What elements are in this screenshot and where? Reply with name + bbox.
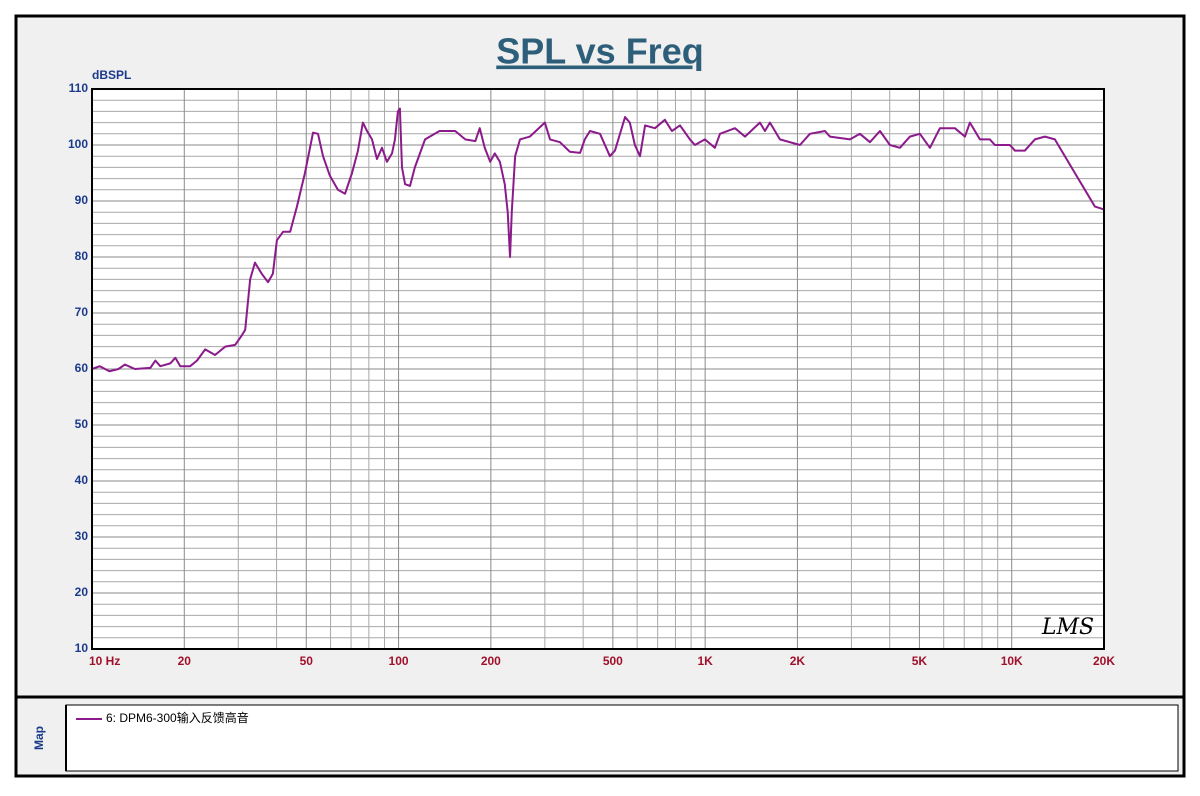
y-tick-label: 100: [68, 137, 88, 151]
x-tick-label: 100: [389, 654, 409, 668]
legend-box: [65, 704, 1179, 772]
y-tick-label: 20: [75, 585, 89, 599]
y-tick-label: 110: [69, 81, 89, 95]
legend-title: Map: [32, 726, 46, 750]
x-tick-label: 20: [178, 654, 192, 668]
chart-title: SPL vs Freq: [496, 31, 703, 72]
x-tick-label: 10 Hz: [89, 654, 120, 668]
series-line: [91, 107, 1105, 373]
legend-label: 6: DPM6-300输入反馈高音: [106, 710, 249, 725]
y-tick-label: 30: [75, 529, 89, 543]
y-tick-label: 50: [75, 417, 89, 431]
y-tick-label: 80: [75, 249, 89, 263]
y-tick-label: 70: [75, 305, 89, 319]
y-tick-label: 60: [75, 361, 89, 375]
annotation: LMS: [1041, 615, 1094, 640]
y-tick-label: 40: [75, 473, 89, 487]
x-tick-label: 50: [300, 654, 314, 668]
x-tick-label: 1K: [697, 654, 713, 668]
x-tick-label: 200: [481, 654, 501, 668]
x-tick-label: 2K: [790, 654, 806, 668]
plot-border: [91, 88, 1105, 650]
x-tick-label: 10K: [1001, 654, 1023, 668]
y-tick-label: 90: [75, 193, 89, 207]
y-tick-label: 10: [75, 641, 89, 655]
x-tick-label: 500: [603, 654, 623, 668]
x-tick-label: 5K: [912, 654, 928, 668]
y-axis-label: dBSPL: [92, 68, 131, 82]
x-tick-label: 20K: [1093, 654, 1115, 668]
